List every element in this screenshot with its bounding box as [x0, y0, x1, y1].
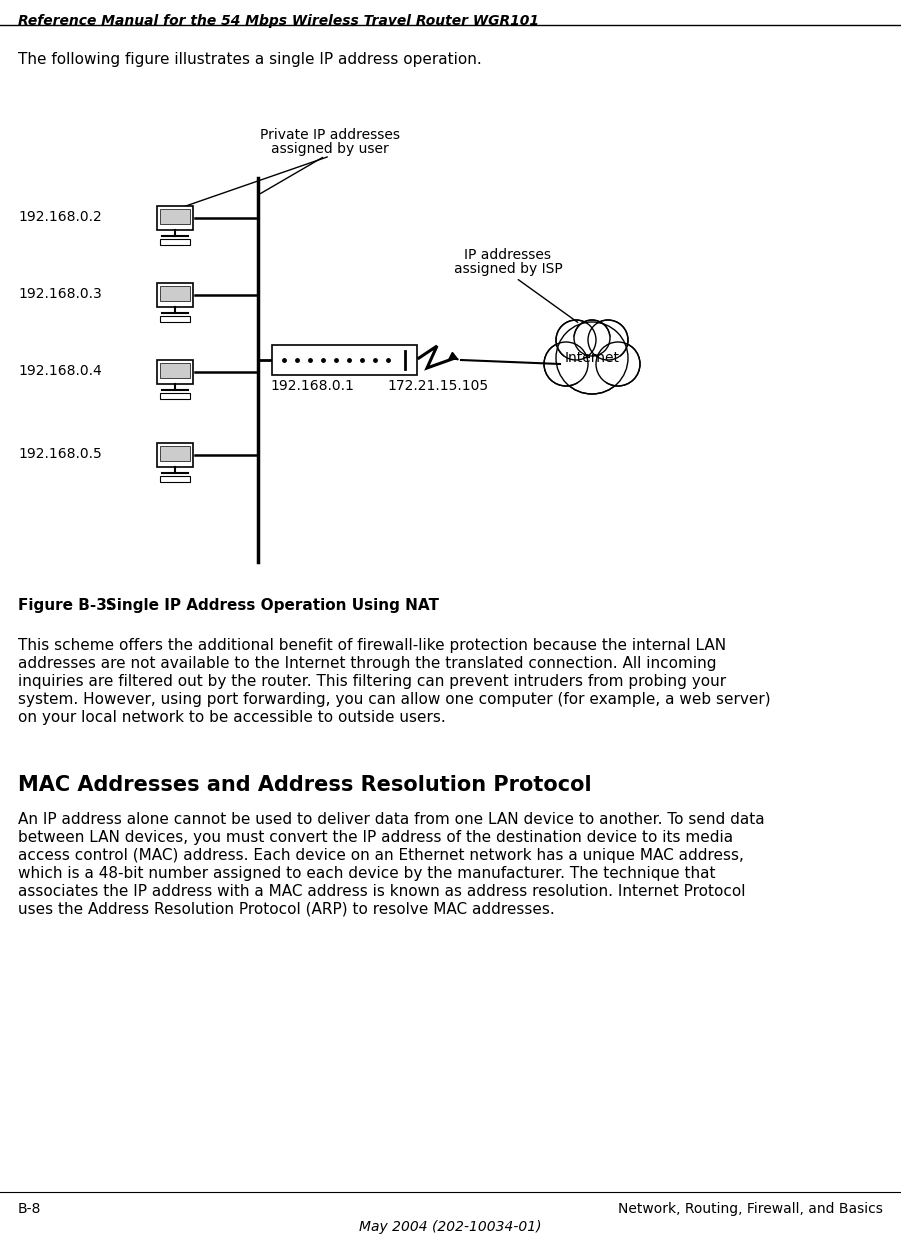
- Bar: [159, 238, 190, 245]
- Circle shape: [574, 319, 610, 356]
- Circle shape: [556, 322, 628, 394]
- Text: 192.168.0.3: 192.168.0.3: [18, 287, 102, 301]
- Text: 192.168.0.1: 192.168.0.1: [270, 379, 354, 393]
- Text: May 2004 (202-10034-01): May 2004 (202-10034-01): [359, 1221, 542, 1234]
- Text: on your local network to be accessible to outside users.: on your local network to be accessible t…: [18, 710, 446, 725]
- Circle shape: [564, 329, 620, 386]
- Bar: [159, 208, 190, 223]
- Circle shape: [596, 342, 640, 386]
- Bar: [159, 446, 190, 461]
- Bar: [159, 393, 190, 398]
- Text: IP addresses: IP addresses: [465, 248, 551, 262]
- Text: associates the IP address with a MAC address is known as address resolution. Int: associates the IP address with a MAC add…: [18, 884, 745, 899]
- Text: B-8: B-8: [18, 1202, 41, 1216]
- Circle shape: [556, 319, 596, 359]
- Text: assigned by ISP: assigned by ISP: [453, 262, 562, 276]
- Text: Network, Routing, Firewall, and Basics: Network, Routing, Firewall, and Basics: [618, 1202, 883, 1216]
- Bar: [159, 286, 190, 301]
- Bar: [157, 359, 193, 384]
- Text: Figure B-3:: Figure B-3:: [18, 598, 114, 613]
- Circle shape: [544, 342, 588, 386]
- Text: The following figure illustrates a single IP address operation.: The following figure illustrates a singl…: [18, 52, 482, 67]
- Bar: [159, 475, 190, 482]
- Text: access control (MAC) address. Each device on an Ethernet network has a unique MA: access control (MAC) address. Each devic…: [18, 847, 744, 864]
- Bar: [272, 344, 417, 374]
- Text: addresses are not available to the Internet through the translated connection. A: addresses are not available to the Inter…: [18, 656, 716, 671]
- Text: 192.168.0.2: 192.168.0.2: [18, 210, 102, 223]
- Text: system. However, using port forwarding, you can allow one computer (for example,: system. However, using port forwarding, …: [18, 691, 770, 708]
- Text: 192.168.0.4: 192.168.0.4: [18, 364, 102, 378]
- Text: uses the Address Resolution Protocol (ARP) to resolve MAC addresses.: uses the Address Resolution Protocol (AR…: [18, 902, 555, 917]
- Bar: [157, 443, 193, 467]
- Text: Reference Manual for the 54 Mbps Wireless Travel Router WGR101: Reference Manual for the 54 Mbps Wireles…: [18, 14, 539, 27]
- Bar: [159, 362, 190, 378]
- Text: 192.168.0.5: 192.168.0.5: [18, 447, 102, 461]
- Text: 172.21.15.105: 172.21.15.105: [387, 379, 488, 393]
- Bar: [159, 316, 190, 322]
- Text: Single IP Address Operation Using NAT: Single IP Address Operation Using NAT: [90, 598, 439, 613]
- Text: which is a 48-bit number assigned to each device by the manufacturer. The techni: which is a 48-bit number assigned to eac…: [18, 866, 715, 881]
- Circle shape: [588, 319, 628, 359]
- Text: Internet: Internet: [565, 351, 620, 364]
- Text: This scheme offers the additional benefit of firewall-like protection because th: This scheme offers the additional benefi…: [18, 638, 726, 653]
- Text: between LAN devices, you must convert the IP address of the destination device t: between LAN devices, you must convert th…: [18, 830, 733, 845]
- Text: MAC Addresses and Address Resolution Protocol: MAC Addresses and Address Resolution Pro…: [18, 775, 592, 795]
- Bar: [157, 206, 193, 231]
- Bar: [157, 282, 193, 307]
- Text: An IP address alone cannot be used to deliver data from one LAN device to anothe: An IP address alone cannot be used to de…: [18, 812, 765, 827]
- Text: inquiries are filtered out by the router. This filtering can prevent intruders f: inquiries are filtered out by the router…: [18, 674, 726, 689]
- Text: Private IP addresses: Private IP addresses: [260, 129, 400, 142]
- Text: assigned by user: assigned by user: [271, 142, 389, 156]
